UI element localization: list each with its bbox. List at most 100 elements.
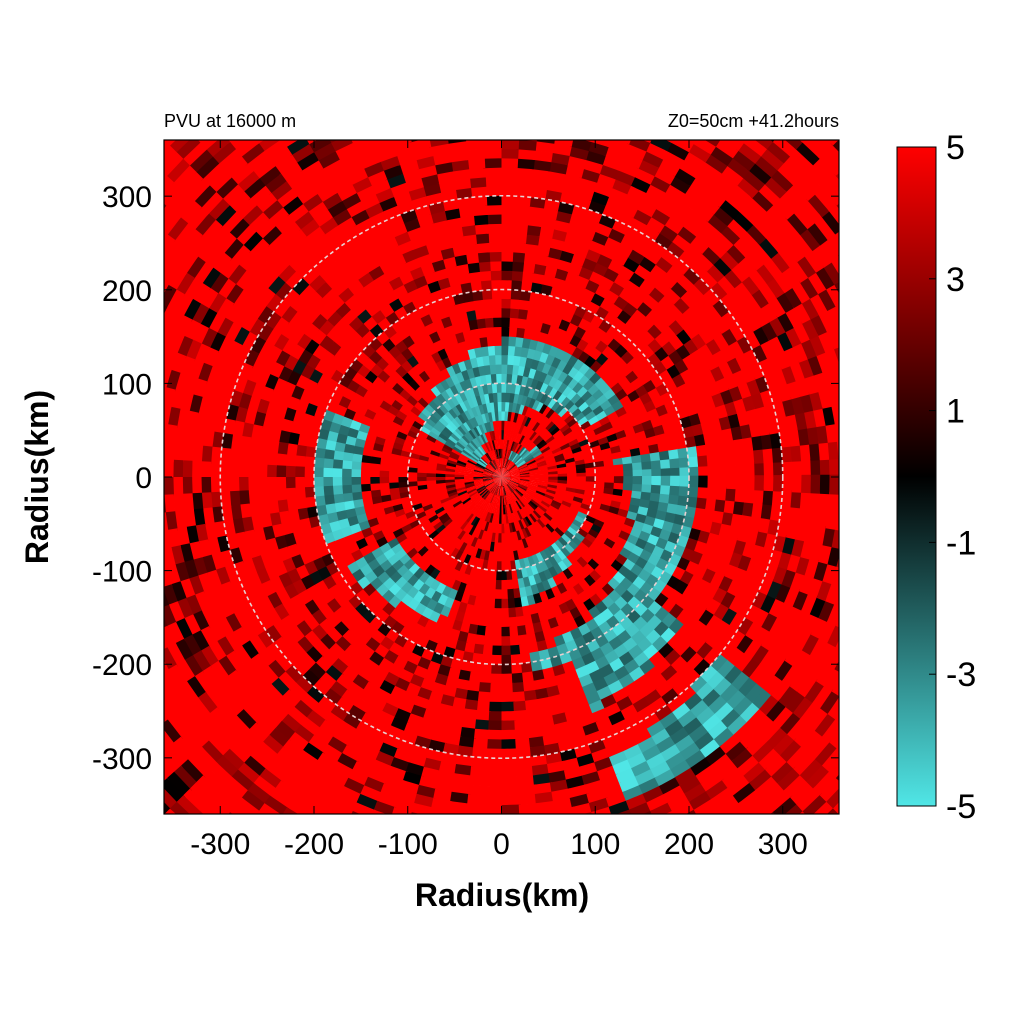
field-cell: [398, 699, 416, 715]
field-cell: [503, 486, 506, 496]
field-cell: [280, 418, 294, 434]
field-cell: [450, 512, 460, 522]
field-cell: [564, 514, 576, 524]
field-cell: [872, 514, 885, 538]
field-cell: [545, 509, 556, 519]
field-cell: [452, 500, 463, 509]
field-cell: [603, 404, 616, 417]
field-cell: [516, 520, 523, 531]
field-cell: [497, 486, 501, 496]
field-cell: [426, 480, 437, 486]
field-cell: [464, 481, 474, 486]
field-cell: [462, 651, 475, 663]
field-cell: [537, 226, 555, 239]
field-cell: [466, 487, 476, 493]
field-cell: [535, 244, 551, 257]
field-cell: [538, 427, 549, 438]
field-cell: [543, 189, 562, 202]
chart-title-left: PVU at 16000 m: [164, 111, 296, 131]
field-cell: [528, 187, 547, 200]
field-cell: [398, 538, 411, 550]
field-cell: [548, 476, 559, 480]
field-cell: [590, 419, 603, 431]
field-cell: [723, 438, 736, 454]
field-cell: [484, 492, 492, 502]
field-cell: [473, 479, 483, 482]
field-cell: [534, 455, 545, 462]
field-cell: [567, 575, 580, 588]
field-cell: [525, 456, 535, 463]
field-cell: [326, 512, 339, 525]
field-cell: [489, 541, 496, 553]
field-cell: [474, 483, 485, 489]
field-cell: [548, 532, 559, 543]
field-cell: [408, 457, 419, 465]
field-cell: [535, 562, 545, 574]
field-cell: [219, 477, 231, 494]
field-cell: [459, 453, 469, 461]
field-cell: [429, 450, 441, 458]
field-cell: [421, 536, 433, 547]
field-cell: [553, 124, 575, 137]
field-cell: [856, 493, 867, 515]
field-cell: [510, 479, 520, 484]
field-cell: [497, 468, 502, 477]
field-cell: [447, 354, 458, 366]
field-cell: [288, 509, 301, 524]
field-cell: [398, 460, 409, 468]
field-cell: [507, 449, 512, 460]
field-cell: [454, 467, 465, 472]
field-cell: [402, 543, 415, 555]
field-cell: [482, 477, 493, 480]
field-cell: [590, 523, 603, 534]
field-cell: [430, 259, 446, 273]
field-cell: [500, 364, 508, 374]
field-cell: [460, 532, 470, 543]
field-cell: [472, 475, 483, 478]
field-cell: [735, 462, 746, 477]
field-cell: [462, 389, 472, 401]
field-cell: [260, 357, 276, 376]
field-cell: [192, 444, 204, 464]
field-cell: [877, 392, 891, 417]
field-cell: [445, 217, 462, 230]
field-cell: [593, 425, 605, 436]
field-cell: [444, 532, 455, 544]
field-cell: [406, 430, 418, 440]
field-cell: [491, 382, 498, 394]
field-cell: [492, 473, 502, 477]
field-cell: [433, 268, 449, 282]
field-cell: [478, 270, 492, 282]
field-cell: [592, 404, 605, 416]
field-cell: [247, 477, 259, 492]
field-cell: [439, 368, 451, 380]
field-cell: [457, 457, 468, 464]
field-cell: [488, 462, 496, 471]
field-cell: [468, 418, 476, 429]
field-cell: [233, 561, 249, 580]
field-cell: [743, 488, 755, 504]
field-cell: [489, 440, 495, 451]
field-cell: [469, 775, 488, 787]
field-cell: [604, 464, 615, 472]
field-cell: [497, 477, 502, 487]
field-cell: [447, 226, 464, 239]
field-cell: [732, 566, 748, 584]
field-cell: [529, 745, 548, 758]
field-cell: [512, 491, 520, 501]
field-cell: [448, 667, 462, 680]
field-cell: [370, 483, 381, 492]
field-cell: [529, 524, 538, 535]
field-cell: [553, 267, 569, 281]
field-cell: [453, 443, 464, 452]
field-cell: [403, 722, 423, 737]
field-cell: [523, 319, 535, 331]
field-cell: [576, 510, 588, 520]
field-cell: [462, 121, 484, 133]
field-cell: [232, 518, 246, 536]
field-cell: [876, 454, 887, 477]
field-cell: [507, 401, 514, 413]
field-cell: [541, 429, 551, 440]
field-cell: [639, 498, 651, 509]
field-cell: [417, 546, 430, 558]
